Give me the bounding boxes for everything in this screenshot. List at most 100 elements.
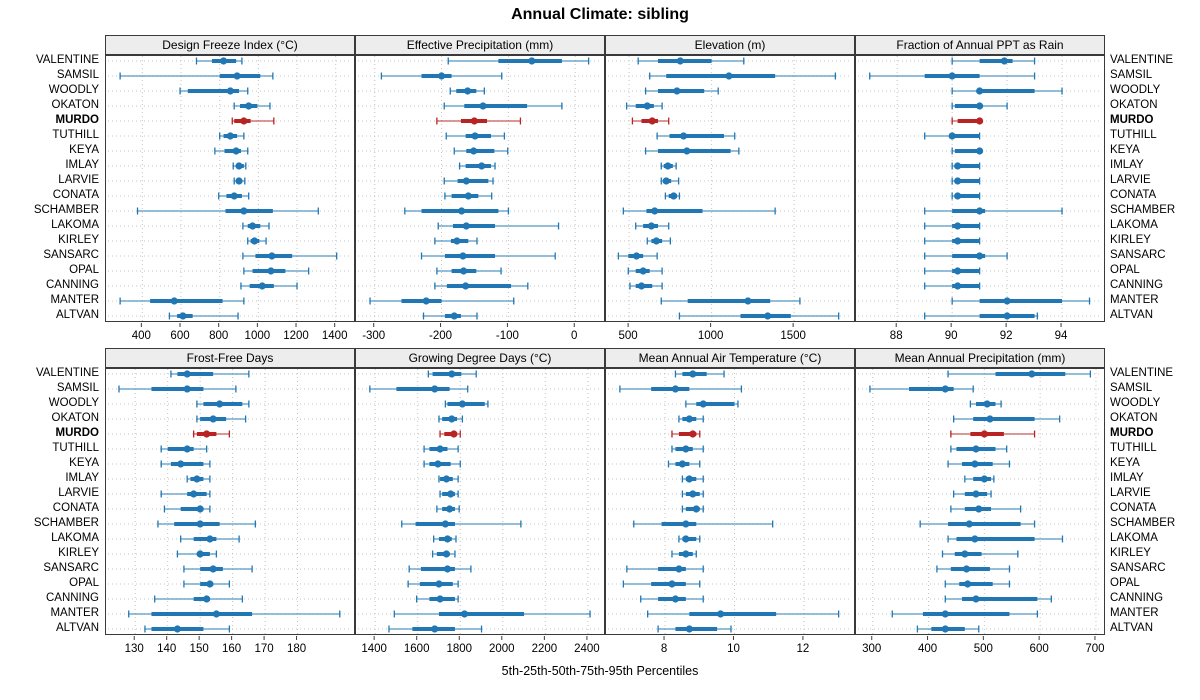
site-label-sansarc: SANSARC	[43, 561, 99, 574]
percentile-glyph-larvie	[953, 490, 992, 498]
panel-strip-title: Mean Annual Precipitation (mm)	[855, 348, 1105, 368]
x-tick-label: 2000	[489, 643, 515, 655]
site-label-murdo: MURDO	[55, 113, 99, 126]
panel-x-axis: 1400 1600 1800 2000 2200 2400	[355, 636, 605, 656]
site-label-larvie: LARVIE	[1110, 173, 1151, 186]
site-label-opal: OPAL	[69, 576, 99, 589]
panel-canvas	[608, 369, 852, 634]
percentile-glyph-altvan	[388, 625, 483, 633]
percentile-glyph-samsil	[369, 385, 469, 393]
percentile-glyph-schamber	[919, 520, 1036, 528]
site-label-sansarc: SANSARC	[1110, 248, 1166, 261]
x-tick-label: 2200	[532, 643, 558, 655]
x-tick-label: 170	[254, 643, 273, 655]
site-label-kirley: KIRLEY	[1110, 546, 1151, 559]
site-label-manter: MANTER	[50, 293, 99, 306]
panel-canvas	[108, 369, 352, 634]
percentile-glyph-larvie	[443, 177, 494, 185]
panel-x-axis: 500 1000 1500	[605, 323, 855, 343]
percentile-glyph-schamber	[404, 207, 510, 215]
percentile-glyph-sansarc	[420, 252, 556, 260]
percentile-glyph-schamber	[622, 207, 776, 215]
percentile-glyph-tuthill	[924, 132, 981, 140]
percentile-glyph-kirley	[247, 237, 267, 245]
site-label-opal: OPAL	[69, 263, 99, 276]
site-label-imlay: IMLAY	[65, 471, 99, 484]
x-tick-label: 500	[974, 643, 993, 655]
percentile-glyph-tuthill	[160, 445, 208, 453]
percentile-glyph-kirley	[176, 550, 218, 558]
panel-plot	[105, 55, 355, 322]
percentile-glyph-altvan	[144, 625, 231, 633]
site-label-woodly: WOODLY	[48, 396, 99, 409]
percentile-glyph-altvan	[916, 625, 980, 633]
percentile-glyph-opal	[407, 580, 459, 588]
percentile-glyph-keya	[951, 147, 984, 155]
percentile-glyph-lakoma	[947, 535, 1064, 543]
panel-canvas	[358, 56, 602, 321]
panel-x-axis: -300 -200 -100 0	[355, 323, 605, 343]
site-label-samsil: SAMSIL	[56, 381, 99, 394]
site-label-kirley: KIRLEY	[58, 546, 99, 559]
percentile-glyph-canning	[434, 282, 529, 290]
x-tick-label: 160	[222, 643, 241, 655]
percentile-glyph-larvie	[660, 177, 680, 185]
percentile-glyph-imlay	[438, 475, 459, 483]
percentile-glyph-sansarc	[242, 252, 338, 260]
site-label-woodly: WOODLY	[1110, 83, 1161, 96]
percentile-glyph-manter	[119, 297, 245, 305]
percentile-glyph-canning	[629, 282, 663, 290]
site-label-tuthill: TUTHILL	[52, 441, 99, 454]
site-label-larvie: LARVIE	[1110, 486, 1151, 499]
percentile-glyph-keya	[423, 460, 461, 468]
percentile-glyph-manter	[393, 610, 591, 618]
percentile-glyph-schamber	[633, 520, 774, 528]
x-tick-label: 400	[132, 330, 151, 342]
percentile-glyph-larvie	[951, 177, 981, 185]
percentile-glyph-lakoma	[433, 535, 457, 543]
percentile-glyph-imlay	[964, 475, 995, 483]
x-tick-label: 1000	[245, 330, 271, 342]
x-tick-label: 2400	[574, 643, 600, 655]
panel-strip-title: Effective Precipitation (mm)	[355, 35, 605, 55]
site-label-valentine: VALENTINE	[1110, 53, 1174, 66]
percentile-glyph-kirley	[646, 237, 672, 245]
percentile-glyph-manter	[647, 610, 840, 618]
percentile-glyph-larvie	[160, 490, 211, 498]
x-tick-label: 600	[170, 330, 189, 342]
percentile-glyph-manter	[891, 610, 1039, 618]
site-labels-left: VALENTINE SAMSIL WOODLY OKATON MURDO TUTHILL K…	[0, 367, 99, 635]
percentile-glyph-altvan	[657, 625, 732, 633]
site-label-conata: CONATA	[1110, 188, 1157, 201]
percentile-glyph-woodly	[951, 87, 1063, 95]
percentile-glyph-okaton	[196, 415, 247, 423]
percentile-glyph-kirley	[671, 550, 697, 558]
percentile-glyph-altvan	[924, 312, 1038, 320]
site-label-canning: CANNING	[1110, 591, 1164, 604]
percentile-glyph-samsil	[380, 72, 503, 80]
percentile-glyph-sansarc	[626, 565, 704, 573]
x-tick-label: 1400	[322, 330, 348, 342]
panel-plot	[105, 368, 355, 635]
percentile-glyph-tuthill	[656, 132, 736, 140]
x-tick-label: 10	[727, 643, 740, 655]
percentile-glyph-woodly	[179, 87, 249, 95]
site-label-keya: KEYA	[1110, 143, 1140, 156]
percentile-glyph-tuthill	[950, 445, 1008, 453]
percentile-glyph-canning	[415, 595, 459, 603]
percentile-glyph-conata	[951, 192, 981, 200]
percentile-glyph-tuthill	[423, 445, 459, 453]
site-label-tuthill: TUTHILL	[1110, 441, 1157, 454]
site-label-samsil: SAMSIL	[56, 68, 99, 81]
site-label-imlay: IMLAY	[1110, 158, 1144, 171]
percentile-glyph-samsil	[649, 72, 837, 80]
percentile-glyph-valentine	[427, 370, 477, 378]
site-label-imlay: IMLAY	[1110, 471, 1144, 484]
percentile-glyph-schamber	[157, 520, 257, 528]
percentile-glyph-manter	[951, 297, 1091, 305]
x-tick-label: 12	[797, 643, 810, 655]
percentile-glyph-woodly	[196, 400, 250, 408]
percentile-glyph-conata	[444, 192, 493, 200]
x-tick-label: 140	[157, 643, 176, 655]
site-label-lakoma: LAKOMA	[1110, 531, 1158, 544]
